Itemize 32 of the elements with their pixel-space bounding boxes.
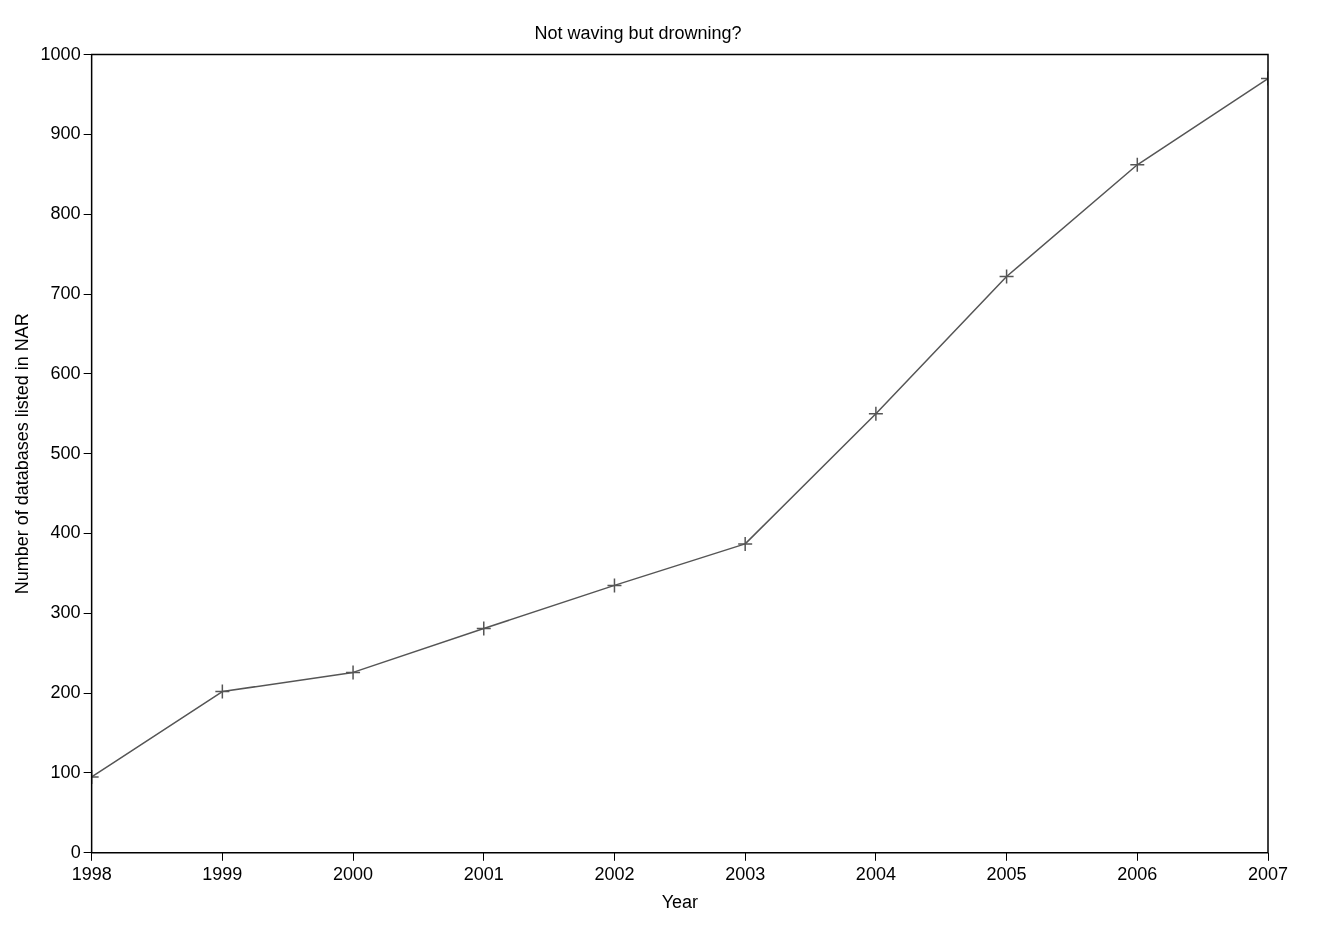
- y-axis-title: Number of databases listed in NAR: [11, 313, 32, 595]
- point: [476, 620, 492, 637]
- x-tick-label: 2001: [463, 863, 504, 884]
- y-tick-label: 700: [50, 283, 81, 304]
- point: [214, 683, 231, 700]
- x-axis-title: Year: [661, 892, 699, 913]
- x-tick-label: 2002: [594, 863, 635, 884]
- x-tick-label: 1998: [71, 863, 112, 884]
- x-tick-label: 2004: [855, 863, 896, 884]
- y-tick-label: 400: [50, 522, 81, 543]
- chart-title: Not waving but drowning?: [534, 22, 742, 43]
- point: [345, 664, 361, 681]
- point: [868, 406, 884, 422]
- y-tick-label: 600: [50, 362, 81, 383]
- x-tick-label: 2003: [725, 863, 766, 884]
- x-tick-label: 2007: [1247, 863, 1289, 884]
- point: [998, 268, 1015, 285]
- y-tick-label: 100: [50, 761, 81, 782]
- x-tick-label: 2006: [1117, 863, 1158, 884]
- point: [606, 577, 623, 594]
- y-tick-label: 300: [50, 602, 81, 623]
- x-tick-label: 2000: [333, 863, 374, 884]
- point: [737, 536, 753, 552]
- y-tick-label: 200: [50, 682, 81, 703]
- y-tick-label: 1000: [40, 43, 81, 64]
- y-tick-label: 0: [70, 841, 81, 862]
- x-tick-label: 2005: [986, 863, 1027, 884]
- x-tick-label: 1999: [202, 863, 243, 884]
- y-tick-label: 900: [50, 123, 81, 144]
- point: [1129, 157, 1146, 173]
- y-tick-label: 500: [50, 442, 81, 463]
- y-tick-label: 800: [50, 203, 81, 224]
